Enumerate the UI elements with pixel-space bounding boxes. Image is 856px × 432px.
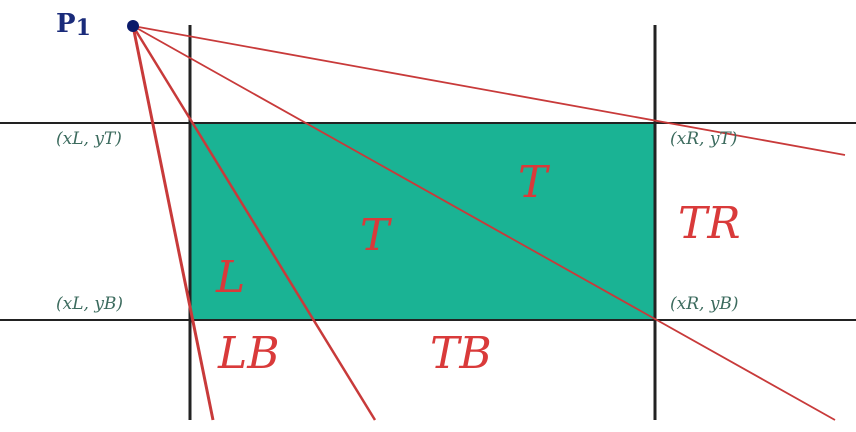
region-label-tr: TR: [678, 198, 740, 249]
region-label-t-lower: T: [360, 210, 393, 261]
ray-to-bottom-right: [132, 25, 836, 421]
corner-label-top-left: (xL, yT): [56, 129, 122, 149]
region-label-tb: TB: [430, 328, 492, 379]
clip-window: [190, 123, 655, 320]
point-label: P1: [56, 9, 91, 41]
region-label-t-upper: T: [518, 157, 551, 208]
ray-to-top-right: [132, 25, 846, 156]
corner-label-bottom-right: (xR, yB): [670, 294, 739, 314]
corner-label-top-right: (xR, yT): [670, 129, 737, 149]
corner-label-bottom-left: (xL, yB): [56, 294, 123, 314]
region-label-lb: LB: [217, 328, 280, 379]
ray-to-top-left-corner: [131, 25, 377, 421]
region-label-l: L: [215, 252, 245, 303]
point-p1: [127, 20, 139, 32]
ray-to-bottom-left: [131, 25, 215, 421]
